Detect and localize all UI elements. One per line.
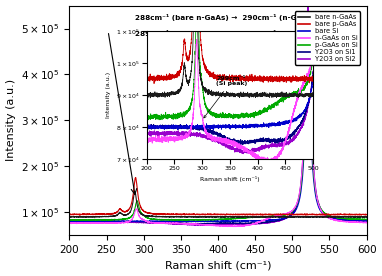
Y2O3 on Si2 xyxy=(306,5,310,8)
Y2O3 on Si2 xyxy=(184,223,189,226)
bare Si xyxy=(372,219,376,222)
bare p-GaAs xyxy=(133,176,138,179)
bare Si xyxy=(67,220,72,223)
Y2O3 on Si1 xyxy=(102,220,107,223)
X-axis label: Raman shift (cm⁻¹): Raman shift (cm⁻¹) xyxy=(165,261,271,270)
bare p-GaAs xyxy=(366,213,371,216)
bare p-GaAs xyxy=(120,209,125,213)
Y2O3 on Si1 xyxy=(366,219,371,222)
bare n-GaAs xyxy=(333,215,338,218)
bare p-GaAs xyxy=(184,212,189,216)
p-GaAs on Si xyxy=(102,218,107,221)
Y2O3 on Si2 xyxy=(366,220,371,223)
Y2O3 on Si1 xyxy=(197,222,202,225)
Y2O3 on Si2 xyxy=(333,218,338,221)
bare p-GaAs xyxy=(333,213,338,216)
bare n-GaAs xyxy=(197,215,202,218)
n-GaAs on Si xyxy=(120,221,125,224)
Y2O3 on Si2 xyxy=(120,220,125,224)
p-GaAs on Si xyxy=(197,218,202,221)
n-GaAs on Si xyxy=(67,221,72,225)
Y2O3 on Si1 xyxy=(333,217,338,220)
bare n-GaAs xyxy=(308,216,312,219)
n-GaAs on Si xyxy=(333,218,338,222)
Y2O3 on Si2 xyxy=(102,221,107,224)
bare p-GaAs xyxy=(372,213,376,216)
bare Si xyxy=(366,219,371,222)
bare p-GaAs xyxy=(77,214,82,217)
Legend: bare n-GaAs, bare p-GaAs, bare Si, n-GaAs on Si, p-GaAs on Si, Y2O3 on Si1, Y2O3: bare n-GaAs, bare p-GaAs, bare Si, n-GaA… xyxy=(295,11,360,65)
bare Si xyxy=(120,220,125,223)
Text: 288cm⁻¹ (bare n-GaAs) →  290cm⁻¹ (n-GaAs on Si): 288cm⁻¹ (bare n-GaAs) → 290cm⁻¹ (n-GaAs … xyxy=(135,14,338,21)
bare p-GaAs xyxy=(67,213,72,216)
p-GaAs on Si xyxy=(84,219,88,222)
p-GaAs on Si xyxy=(306,39,310,42)
Y2O3 on Si2 xyxy=(372,220,376,224)
Text: 521cm⁻¹
(Si peak): 521cm⁻¹ (Si peak) xyxy=(317,35,356,55)
bare p-GaAs xyxy=(197,213,202,216)
n-GaAs on Si xyxy=(372,221,376,224)
Y2O3 on Si1 xyxy=(67,219,72,223)
Text: 289cm⁻¹ (bare p-GaAs) →  291cm⁻¹ (p-GaAs on Si): 289cm⁻¹ (bare p-GaAs) → 291cm⁻¹ (p-GaAs … xyxy=(135,30,338,37)
p-GaAs on Si xyxy=(184,218,189,222)
bare n-GaAs xyxy=(366,215,371,219)
n-GaAs on Si xyxy=(197,223,202,226)
bare n-GaAs xyxy=(372,215,376,218)
Y2O3 on Si1 xyxy=(120,220,125,223)
Line: p-GaAs on Si: p-GaAs on Si xyxy=(70,41,374,220)
Line: bare n-GaAs: bare n-GaAs xyxy=(70,191,374,217)
Y2O3 on Si2 xyxy=(197,223,202,227)
p-GaAs on Si xyxy=(67,218,72,222)
bare n-GaAs xyxy=(184,215,189,218)
p-GaAs on Si xyxy=(366,218,371,221)
Line: n-GaAs on Si: n-GaAs on Si xyxy=(70,11,374,227)
bare Si xyxy=(108,220,113,223)
Line: bare Si: bare Si xyxy=(70,60,374,222)
p-GaAs on Si xyxy=(333,216,338,219)
bare p-GaAs xyxy=(102,213,107,216)
Y2O3 on Si1 xyxy=(306,27,310,30)
Line: Y2O3 on Si1: Y2O3 on Si1 xyxy=(70,29,374,224)
Y2O3 on Si1 xyxy=(191,222,196,225)
Y-axis label: Intensity (a.u.): Intensity (a.u.) xyxy=(6,79,16,161)
bare Si xyxy=(306,59,310,62)
n-GaAs on Si xyxy=(184,222,189,225)
Y2O3 on Si1 xyxy=(184,222,189,225)
Line: Y2O3 on Si2: Y2O3 on Si2 xyxy=(70,7,374,225)
bare n-GaAs xyxy=(133,190,137,193)
bare n-GaAs xyxy=(120,212,125,216)
Y2O3 on Si2 xyxy=(67,221,72,224)
n-GaAs on Si xyxy=(306,10,310,13)
n-GaAs on Si xyxy=(233,225,237,228)
p-GaAs on Si xyxy=(372,218,376,221)
n-GaAs on Si xyxy=(102,222,107,225)
Y2O3 on Si1 xyxy=(372,219,376,223)
Line: bare p-GaAs: bare p-GaAs xyxy=(70,177,374,215)
bare Si xyxy=(184,219,189,223)
n-GaAs on Si xyxy=(366,221,371,224)
bare Si xyxy=(197,219,202,223)
p-GaAs on Si xyxy=(120,218,125,221)
bare n-GaAs xyxy=(102,215,107,218)
bare Si xyxy=(102,220,107,223)
bare n-GaAs xyxy=(67,215,72,218)
Y2O3 on Si2 xyxy=(197,224,201,227)
bare Si xyxy=(333,217,338,221)
